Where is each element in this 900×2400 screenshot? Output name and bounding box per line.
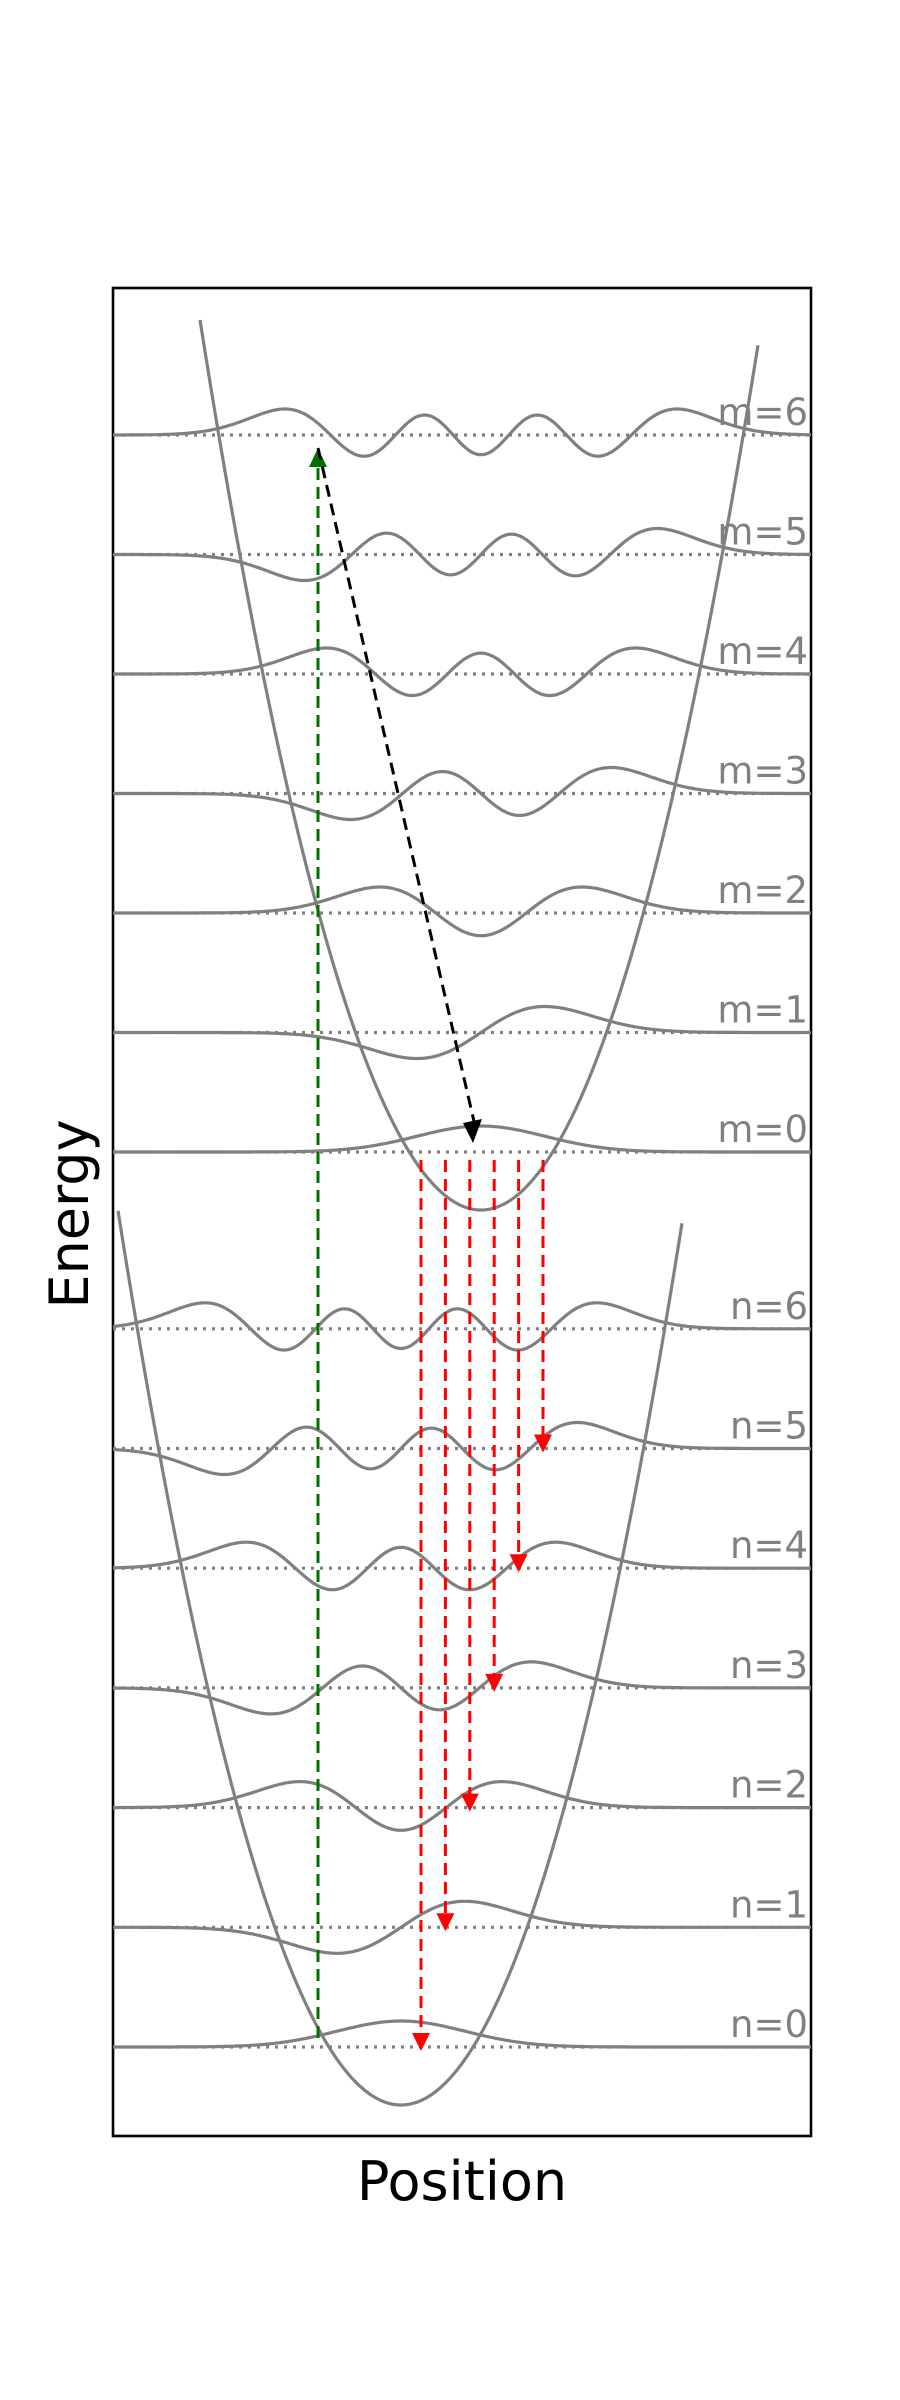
upper-wavefunction	[113, 407, 812, 458]
lower-wavefunction	[112, 1420, 811, 1477]
upper-level-label: m=2	[717, 869, 808, 912]
upper-level-label: m=3	[717, 750, 808, 793]
lower-wavefunction	[113, 2019, 811, 2049]
lower-level-label: n=0	[730, 2003, 808, 2046]
emission-arrow-head	[436, 1913, 455, 1932]
lower-wavefunction	[113, 1540, 811, 1592]
upper-wavefunction	[113, 885, 811, 938]
lower-state-levels: n=0 n=1 n=2 n=3 n=4 n=5 n=6	[112, 1285, 811, 2049]
relaxation-arrow-head	[463, 1119, 482, 1143]
upper-level-label: m=0	[717, 1108, 808, 1151]
upper-level-label: m=5	[717, 511, 808, 554]
emission-arrows	[412, 1160, 552, 2051]
lower-level-label: n=3	[730, 1644, 808, 1687]
emission-arrow-head	[509, 1554, 528, 1573]
upper-level-label: m=1	[717, 989, 808, 1032]
lower-wavefunction	[112, 1301, 811, 1352]
upper-level-label: m=6	[717, 391, 808, 434]
upper-wavefunction	[113, 526, 811, 583]
upper-wavefunction	[113, 1124, 811, 1154]
upper-state-levels: m=0 m=1 m=2 m=3 m=4 m=5 m=6	[113, 391, 812, 1154]
x-axis-label: Position	[357, 2150, 567, 2213]
lower-level-label: n=4	[730, 1524, 808, 1567]
lower-level-label: n=2	[730, 1764, 808, 1807]
upper-potential-well	[198, 319, 760, 1212]
upper-wavefunction	[113, 646, 811, 698]
emission-arrow-head	[460, 1793, 479, 1812]
upper-wavefunction	[113, 765, 811, 822]
lower-wavefunction	[113, 1660, 811, 1716]
lower-level-label: n=6	[730, 1285, 808, 1328]
relaxation-arrow	[316, 447, 478, 1131]
emission-arrow-head	[485, 1673, 504, 1692]
emission-arrow-head	[412, 2033, 430, 2051]
emission-arrow-head	[534, 1434, 552, 1453]
upper-wavefunction	[113, 1004, 811, 1061]
lower-level-label: n=5	[730, 1405, 808, 1448]
upper-level-label: m=4	[717, 630, 808, 673]
y-axis-label: Energy	[38, 1119, 101, 1308]
excitation-arrow-head	[309, 448, 327, 467]
lower-level-label: n=1	[730, 1883, 808, 1926]
plot-frame	[111, 286, 813, 2138]
lower-wavefunction	[113, 1780, 811, 1832]
lower-wavefunction	[113, 1899, 811, 1955]
lower-potential-well	[116, 1210, 684, 2107]
